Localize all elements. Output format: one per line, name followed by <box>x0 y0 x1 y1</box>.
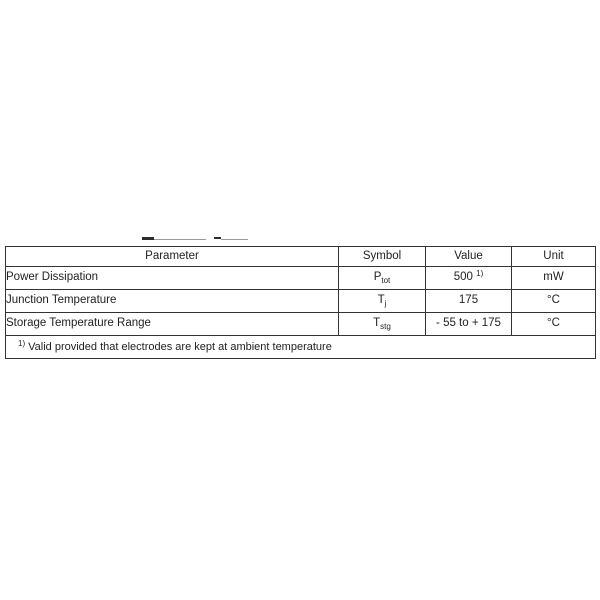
table-header-row: Parameter Symbol Value Unit <box>5 246 596 267</box>
value-number: 500 <box>453 271 473 284</box>
value-cell: - 55 to + 175 <box>425 312 512 336</box>
column-header-value: Value <box>425 246 512 267</box>
symbol-base: T <box>377 294 385 307</box>
table-footnote-row: 1) Valid provided that electrodes are kep… <box>5 335 596 359</box>
cropped-heading-fragment <box>214 237 221 239</box>
symbol-subscript: stg <box>380 322 391 332</box>
symbol-cell: Ptot <box>338 266 426 290</box>
table-row: Power Dissipation Ptot 500 1) mW <box>5 266 596 290</box>
symbol-cell: Tj <box>338 289 426 313</box>
cropped-heading-fragment <box>154 239 206 240</box>
table-row: Storage Temperature Range Tstg - 55 to +… <box>5 312 596 336</box>
unit-cell: °C <box>511 289 596 313</box>
table-row: Junction Temperature Tj 175 °C <box>5 289 596 313</box>
value-number: 175 <box>458 294 479 307</box>
unit-cell: mW <box>511 266 596 290</box>
footnote-cell: 1) Valid provided that electrodes are kep… <box>5 335 596 359</box>
column-header-unit: Unit <box>511 246 596 267</box>
unit-cell: °C <box>511 312 596 336</box>
symbol-base: P <box>373 271 382 284</box>
symbol-cell: Tstg <box>338 312 426 336</box>
symbol-subscript: j <box>384 299 387 309</box>
symbol-base: T <box>373 317 381 330</box>
parameter-cell: Power Dissipation <box>5 266 339 290</box>
footnote-text: Valid provided that electrodes are kept … <box>28 340 332 353</box>
cropped-heading-fragment <box>142 237 154 240</box>
value-cell: 175 <box>425 289 512 313</box>
column-header-parameter: Parameter <box>5 246 339 267</box>
footnote-marker: 1) <box>18 338 26 348</box>
value-footnote-marker: 1) <box>476 269 484 279</box>
value-number: - 55 to + 175 <box>436 317 501 330</box>
symbol-subscript: tot <box>381 276 391 286</box>
maximum-ratings-table: Parameter Symbol Value Unit Power Dissip… <box>5 246 596 359</box>
cropped-heading-fragment <box>221 239 248 240</box>
value-cell: 500 1) <box>425 266 512 290</box>
parameter-cell: Junction Temperature <box>5 289 339 313</box>
parameter-cell: Storage Temperature Range <box>5 312 339 336</box>
column-header-symbol: Symbol <box>338 246 426 267</box>
